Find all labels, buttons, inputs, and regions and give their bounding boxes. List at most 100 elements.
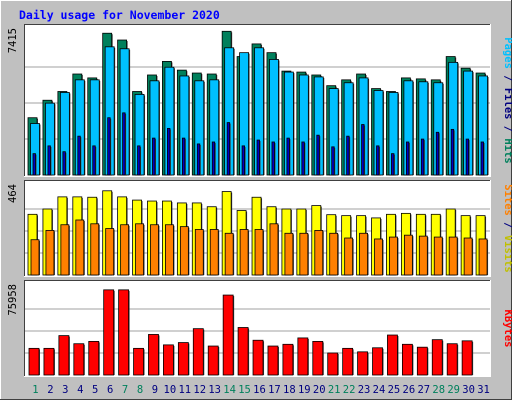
x-tick-label: 9	[152, 384, 158, 396]
pages-bar	[196, 143, 201, 176]
kbytes-bar	[148, 334, 160, 376]
pages-bar	[122, 112, 127, 176]
pages-bar	[47, 145, 52, 176]
x-tick-label: 18	[283, 384, 296, 396]
legend-part: /	[502, 119, 512, 138]
pages-bar	[391, 153, 395, 176]
x-tick-label: 8	[137, 384, 143, 396]
x-tick-label: 24	[373, 384, 386, 396]
pages-bar	[361, 124, 366, 176]
legend-part: Hits	[502, 138, 512, 163]
sites-bar	[478, 238, 489, 276]
pages-bar	[450, 128, 455, 176]
sites-bar	[418, 235, 429, 276]
x-tick-label: 21	[328, 384, 341, 396]
legend-part: KBytes	[502, 310, 512, 348]
kbytes-bar	[237, 327, 250, 376]
sites-bar	[448, 236, 459, 276]
pages-bar	[480, 141, 485, 176]
kbytes-bar	[43, 347, 55, 376]
legend-part: Pages	[502, 37, 512, 69]
sites-bar	[75, 219, 85, 276]
x-tick-label: 20	[313, 384, 326, 396]
x-tick-label: 27	[417, 384, 430, 396]
kbytes-bar	[73, 343, 85, 376]
x-tick-label: 28	[432, 384, 445, 396]
x-tick-label: 12	[193, 384, 206, 396]
graph-title: Daily usage for November 2020	[19, 8, 220, 22]
sites-bar	[344, 237, 354, 276]
pages-bar	[92, 145, 97, 176]
panel-kbytes: 75958 KBytes	[7, 280, 512, 377]
x-tick-label: 14	[223, 384, 236, 396]
x-tick-label: 3	[62, 384, 68, 396]
x-tick-label: 25	[388, 384, 401, 396]
kbytes-bar	[222, 294, 235, 376]
kbytes-bar	[312, 341, 324, 376]
pages-bar	[405, 141, 410, 176]
pages-bar	[435, 131, 440, 176]
sites-bar	[359, 232, 369, 276]
sites-bar	[105, 228, 115, 276]
panel-visits-sites: 464 Sites / Visits	[7, 180, 512, 277]
sites-bar	[314, 230, 324, 276]
kbytes-bar	[103, 289, 115, 376]
sites-bar	[224, 232, 235, 276]
legend-top: Pages / Files / Hits	[502, 37, 512, 163]
kbytes-bar	[88, 341, 100, 376]
sites-bar	[433, 236, 444, 276]
x-tick-label: 4	[77, 384, 83, 396]
x-tick-label: 11	[178, 384, 191, 396]
sites-bar	[329, 232, 339, 276]
legend-bottom: KBytes	[502, 310, 512, 348]
sites-bar	[239, 229, 250, 276]
x-tick-label: 26	[403, 384, 416, 396]
sites-bar	[30, 239, 40, 276]
x-tick-label: 30	[462, 384, 475, 396]
x-tick-label: 16	[253, 384, 266, 396]
pages-bar	[316, 134, 321, 176]
pages-bar	[152, 137, 156, 176]
legend-middle: Sites / Visits	[502, 184, 512, 273]
sites-bar	[299, 232, 309, 276]
legend-part: Visits	[502, 235, 512, 273]
sites-bar	[179, 226, 190, 276]
pages-bar	[241, 145, 246, 176]
kbytes-bar	[177, 342, 190, 376]
x-tick-label: 6	[107, 384, 113, 396]
x-tick-label: 19	[298, 384, 311, 396]
y-max-label: 7415	[7, 28, 19, 53]
kbytes-bar	[387, 334, 399, 376]
pages-bar	[465, 138, 470, 176]
sites-bar	[284, 232, 294, 276]
kbytes-bar	[327, 352, 339, 376]
sites-bar	[60, 224, 70, 276]
pages-bar	[271, 141, 276, 176]
sites-bar	[194, 229, 205, 276]
sites-bar	[135, 223, 145, 276]
pages-bar	[77, 135, 82, 176]
x-tick-label: 7	[122, 384, 128, 396]
sites-bar	[269, 223, 279, 276]
kbytes-bar	[461, 340, 474, 376]
kbytes-bar	[431, 339, 444, 376]
kbytes-bar	[207, 345, 220, 376]
kbytes-bar	[357, 351, 369, 376]
sites-bar	[389, 236, 399, 276]
sites-bar	[45, 230, 55, 276]
pages-bar	[301, 141, 306, 176]
pages-bar	[346, 135, 351, 176]
kbytes-bar	[58, 335, 70, 376]
legend-part: /	[502, 216, 512, 235]
kbytes-bar	[118, 289, 130, 376]
kbytes-bar	[252, 339, 265, 376]
sites-bar	[374, 238, 384, 276]
kbytes-bar	[342, 347, 354, 376]
pages-bar	[211, 141, 216, 176]
x-tick-label: 31	[477, 384, 490, 396]
x-tick-label: 23	[358, 384, 371, 396]
pages-bar	[256, 139, 261, 176]
sites-bar	[90, 223, 100, 276]
x-tick-label: 13	[208, 384, 221, 396]
